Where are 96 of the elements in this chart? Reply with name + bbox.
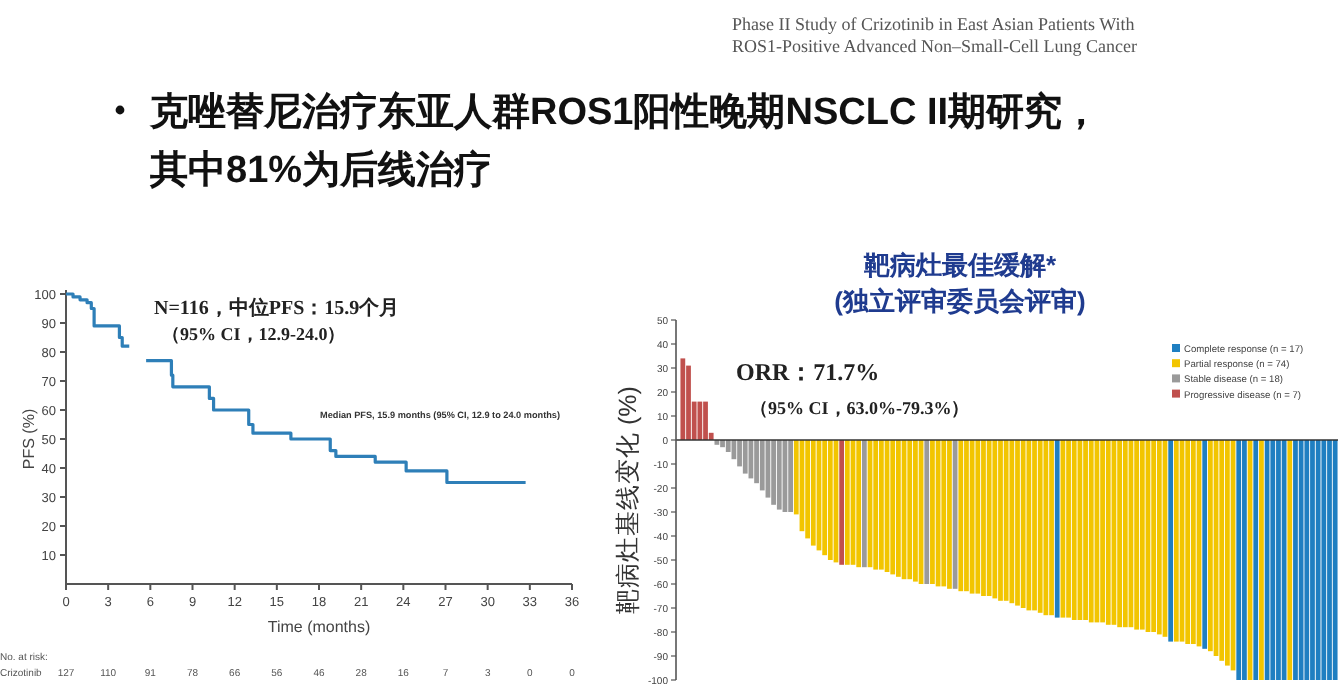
- annotation: ORR：71.7%: [736, 358, 880, 386]
- bar: [1298, 440, 1304, 680]
- bar: [1054, 440, 1060, 618]
- bar: [1259, 440, 1264, 680]
- bar: [1015, 440, 1020, 606]
- bar: [896, 440, 901, 577]
- bar: [1020, 440, 1026, 608]
- text: Phase II Study of Crizotinib in East Asian Patients With: [732, 14, 1136, 34]
- bar: [697, 401, 703, 440]
- text: 克唑替尼治疗东亚人群ROS1阳性晚期NSCLC II期研究，: [148, 90, 1101, 134]
- bar: [1253, 440, 1259, 680]
- text: ROS1-Positive Advanced Non–Small-Cell Lung Cancer: [732, 36, 1137, 56]
- bar: [1190, 440, 1196, 644]
- chart-title: 靶病灶最佳缓解*: [861, 250, 1058, 280]
- bar: [839, 440, 845, 565]
- bar: [1332, 440, 1338, 680]
- bar: [1315, 440, 1321, 680]
- bar: [1100, 440, 1105, 623]
- bar: [1003, 440, 1009, 601]
- bar: [924, 440, 930, 584]
- bar: [1139, 440, 1145, 630]
- bar: [686, 365, 691, 440]
- bar: [981, 440, 986, 596]
- bar: [1105, 440, 1111, 625]
- bar: [941, 440, 947, 587]
- bar: [969, 440, 975, 594]
- bar: [1151, 440, 1157, 632]
- bar: [1225, 440, 1230, 666]
- bar: [1043, 440, 1049, 616]
- bar: [737, 440, 742, 467]
- annotation: N=116，中位PFS：15.9个月: [154, 296, 400, 320]
- bar: [1270, 440, 1276, 680]
- bar: [975, 440, 981, 594]
- bar: [1066, 440, 1071, 618]
- bar: [1287, 440, 1293, 680]
- bar: [1236, 440, 1242, 680]
- bar: [703, 401, 708, 440]
- bar: [998, 440, 1003, 601]
- bar: [776, 440, 782, 510]
- bar: [742, 440, 748, 474]
- bar: [947, 440, 952, 589]
- bar: [822, 440, 828, 556]
- bar: [878, 440, 884, 570]
- y-axis-title: PFS (%): [20, 408, 38, 470]
- bar: [1173, 440, 1179, 642]
- annotation: （95% CI，63.0%-79.3%）: [750, 398, 970, 418]
- bar: [1083, 440, 1088, 620]
- bar: [1242, 440, 1247, 680]
- bar: [1117, 440, 1122, 628]
- bar: [827, 440, 833, 560]
- bar: [805, 440, 811, 539]
- bar: [1071, 440, 1077, 620]
- bar: [1310, 440, 1315, 680]
- bar: [1088, 440, 1094, 623]
- bar: [759, 440, 765, 491]
- bar: [1304, 440, 1310, 680]
- bar: [1293, 440, 1298, 680]
- bar: [958, 440, 964, 592]
- x-axis-title: Time (months): [267, 618, 371, 636]
- bar: [1168, 440, 1174, 642]
- bar: [810, 440, 816, 546]
- annotation: （95% CI，12.9-24.0）: [162, 324, 346, 344]
- bar: [1219, 440, 1225, 661]
- chart-subtitle: (独立评审委员会评审): [834, 286, 1086, 316]
- bar: [1122, 440, 1128, 628]
- bar: [844, 440, 850, 565]
- bar: [771, 440, 776, 505]
- bar: [856, 440, 862, 568]
- bar: [1276, 440, 1281, 680]
- bar: [1321, 440, 1327, 680]
- bar: [1185, 440, 1191, 644]
- bar: [1202, 440, 1208, 649]
- bar: [913, 440, 918, 582]
- bar: [754, 440, 759, 484]
- bar: [1032, 440, 1037, 611]
- bar: [1207, 440, 1213, 652]
- bar: [1156, 440, 1162, 635]
- bar: [890, 440, 896, 575]
- bar: [788, 440, 793, 512]
- bar: [725, 440, 731, 452]
- bar: [1134, 440, 1140, 630]
- bar: [1026, 440, 1032, 611]
- y-axis-title: 靶病灶基线变化 (%): [614, 386, 642, 614]
- bar: [907, 440, 913, 580]
- text: 其中81%为后线治疗: [148, 148, 493, 192]
- bar: [1049, 440, 1054, 616]
- bar: [680, 358, 686, 440]
- bar: [1009, 440, 1015, 604]
- bar: [986, 440, 992, 596]
- bar: [930, 440, 935, 584]
- bar: [861, 440, 867, 568]
- bar: [873, 440, 879, 570]
- bar: [1037, 440, 1043, 613]
- bar: [1327, 440, 1332, 680]
- bar: [992, 440, 998, 599]
- bar: [964, 440, 969, 592]
